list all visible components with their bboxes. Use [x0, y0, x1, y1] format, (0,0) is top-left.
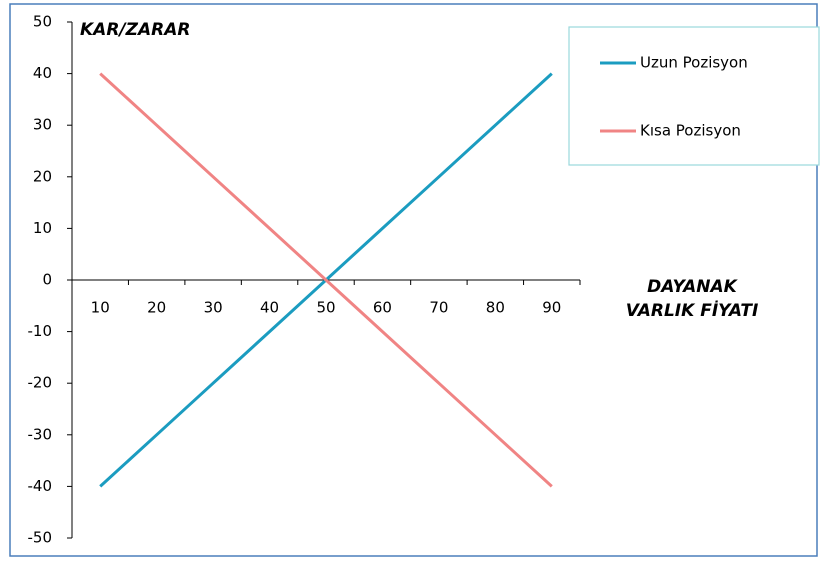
y-tick-label: -30 [28, 425, 53, 443]
x-axis-label: VARLIK FİYATI [626, 299, 759, 321]
legend-box [568, 26, 820, 166]
x-axis-label: DAYANAK [647, 277, 739, 297]
x-tick-label: 30 [204, 299, 223, 317]
y-tick-label: -20 [28, 374, 53, 392]
legend-label: Uzun Pozisyon [640, 54, 748, 72]
legend-label: Kısa Pozisyon [640, 122, 741, 140]
y-tick-label: -50 [28, 529, 53, 547]
y-tick-label: 50 [33, 13, 52, 31]
y-tick-label: 10 [33, 219, 52, 237]
x-tick-label: 10 [91, 299, 110, 317]
x-tick-label: 50 [316, 299, 335, 317]
y-axis-label: KAR/ZARAR [80, 20, 190, 40]
x-tick-label: 20 [147, 299, 166, 317]
y-tick-label: 40 [33, 64, 52, 82]
y-tick-label: 20 [33, 167, 52, 185]
y-tick-label: 0 [42, 271, 52, 289]
y-tick-label: 30 [33, 116, 52, 134]
y-tick-label: -40 [28, 477, 53, 495]
x-tick-label: 70 [429, 299, 448, 317]
x-tick-label: 80 [486, 299, 505, 317]
y-tick-label: -10 [28, 322, 53, 340]
x-tick-label: 40 [260, 299, 279, 317]
series-line [99, 72, 553, 488]
x-tick-label: 90 [542, 299, 561, 317]
x-tick-label: 60 [373, 299, 392, 317]
